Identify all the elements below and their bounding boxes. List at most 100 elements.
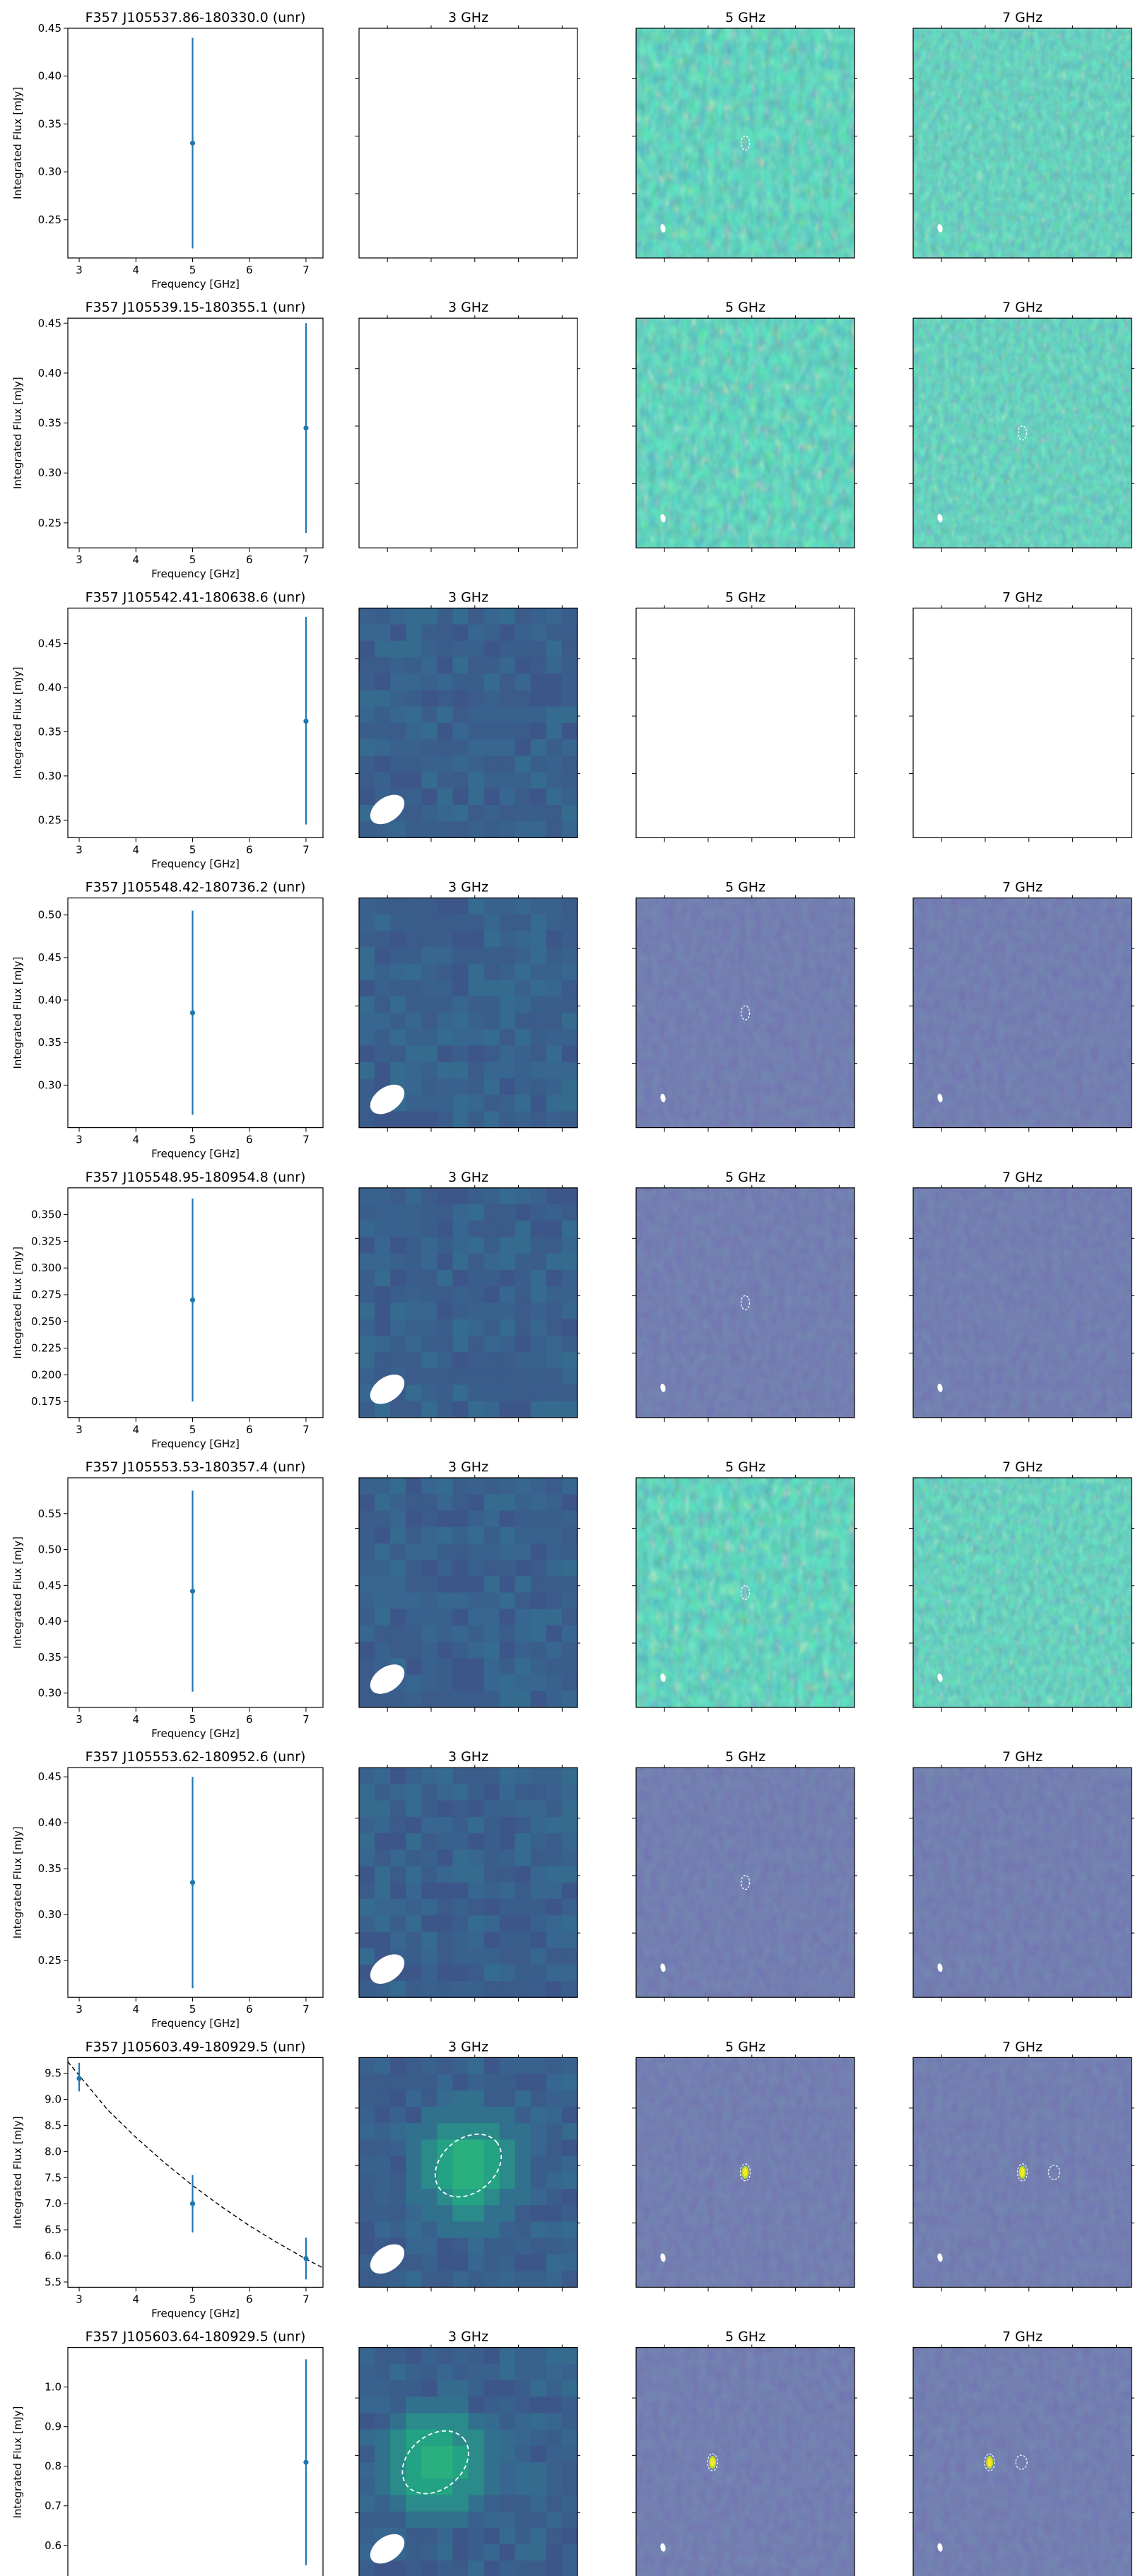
image-pixel	[515, 624, 532, 642]
radio-image-tint	[636, 1768, 855, 1998]
y-tick-label: 0.40	[38, 70, 61, 83]
image-pixel	[375, 1625, 391, 1642]
image-pixel	[406, 1833, 422, 1850]
image-pixel	[546, 1368, 563, 1385]
image-pixel	[406, 1642, 422, 1659]
image-pixel	[546, 2396, 563, 2414]
image-pixel	[437, 996, 454, 1013]
image-pixel	[530, 2074, 547, 2091]
image-pixel	[375, 980, 391, 997]
image-pixel	[515, 1658, 532, 1676]
image-title: 3 GHz	[448, 1170, 488, 1185]
image-pixel	[390, 1319, 406, 1336]
image-pixel	[375, 2462, 391, 2479]
image-pixel	[483, 1608, 500, 1626]
image-pixel	[530, 1674, 547, 1692]
image-pixel	[406, 1690, 422, 1708]
source-ellipse	[740, 1584, 751, 1601]
image-pixel	[406, 1948, 422, 1965]
image-pixel	[390, 1915, 406, 1932]
x-tick-label: 4	[132, 843, 139, 856]
image-pixel	[421, 722, 438, 740]
image-pixel	[437, 1368, 454, 1385]
image-pixel	[452, 1045, 469, 1063]
y-tick-label: 0.30	[38, 165, 61, 178]
image-pixel	[499, 1658, 516, 1676]
image-pixel	[406, 1915, 422, 1932]
radio-image	[636, 898, 855, 1128]
image-pixel	[515, 2544, 532, 2561]
image-pixel	[406, 1800, 422, 1818]
spectrum-frame	[67, 1767, 324, 1998]
image-pixel	[483, 1543, 500, 1560]
radio-image	[636, 1768, 855, 1998]
image-pixel	[515, 1269, 532, 1287]
image-pixel	[359, 2139, 375, 2157]
image-pixel	[515, 2189, 532, 2206]
data-point	[303, 718, 309, 724]
image-pixel	[390, 963, 406, 981]
image-pixel	[452, 772, 469, 789]
image-pixel	[437, 2221, 454, 2239]
x-tick-label: 7	[303, 1423, 310, 1436]
image-pixel	[406, 640, 422, 658]
image-pixel	[483, 2396, 500, 2414]
image-pixel	[483, 706, 500, 724]
image-pixel	[468, 1013, 485, 1030]
image-pixel	[483, 2544, 500, 2561]
image-pixel	[406, 1061, 422, 1079]
image-frame	[635, 1187, 855, 1418]
image-pixel	[561, 739, 578, 756]
image-pixel	[390, 2462, 406, 2479]
image-pixel	[468, 2057, 485, 2075]
image-pixel	[406, 1816, 422, 1834]
y-tick-label: 0.275	[31, 1288, 61, 1301]
image-pixel	[452, 1187, 469, 1205]
image-pixel	[546, 1882, 563, 1900]
image-pixel	[515, 2123, 532, 2141]
y-tick-label: 8.5	[45, 2119, 61, 2131]
image-pixel	[375, 640, 391, 658]
image-pixel	[359, 1560, 375, 1577]
image-pixel	[530, 1980, 547, 1998]
image-pixel	[452, 624, 469, 642]
image-pixel	[375, 1642, 391, 1659]
image-pixel	[421, 1642, 438, 1659]
radio-image-tint	[913, 1768, 1132, 1998]
image-pixel	[483, 690, 500, 707]
image-pixel	[499, 2271, 516, 2288]
image-pixel	[421, 2172, 438, 2189]
image-pixel	[437, 1061, 454, 1079]
image-pixel	[390, 947, 406, 965]
image-pixel	[499, 1674, 516, 1692]
image-frame	[912, 1187, 1132, 1418]
image-pixel	[499, 755, 516, 773]
image-pixel	[421, 640, 438, 658]
image-pixel	[359, 1204, 375, 1221]
image-pixel	[406, 1237, 422, 1254]
image-pixel	[468, 1401, 485, 1418]
x-tick-label: 5	[189, 1134, 196, 1146]
image-pixel	[359, 821, 375, 838]
image-pixel	[499, 706, 516, 724]
image-pixel	[483, 1784, 500, 1801]
image-frame	[635, 1477, 855, 1708]
image-pixel	[359, 722, 375, 740]
image-pixel	[530, 1800, 547, 1818]
image-pixel	[452, 2107, 469, 2124]
beam-ellipse	[660, 1093, 666, 1102]
image-pixel	[390, 1045, 406, 1063]
image-pixel	[437, 608, 454, 625]
image-pixel	[483, 2347, 500, 2365]
image-pixel	[546, 1187, 563, 1205]
x-tick-label: 7	[303, 553, 310, 566]
image-pixel	[421, 1013, 438, 1030]
image-pixel	[375, 2511, 391, 2529]
image-pixel	[375, 2445, 391, 2463]
image-pixel	[515, 2221, 532, 2239]
image-pixel	[375, 2074, 391, 2091]
image-pixel	[561, 1527, 578, 1544]
image-pixel	[437, 1915, 454, 1932]
image-pixel	[390, 1800, 406, 1818]
image-pixel	[437, 2205, 454, 2223]
